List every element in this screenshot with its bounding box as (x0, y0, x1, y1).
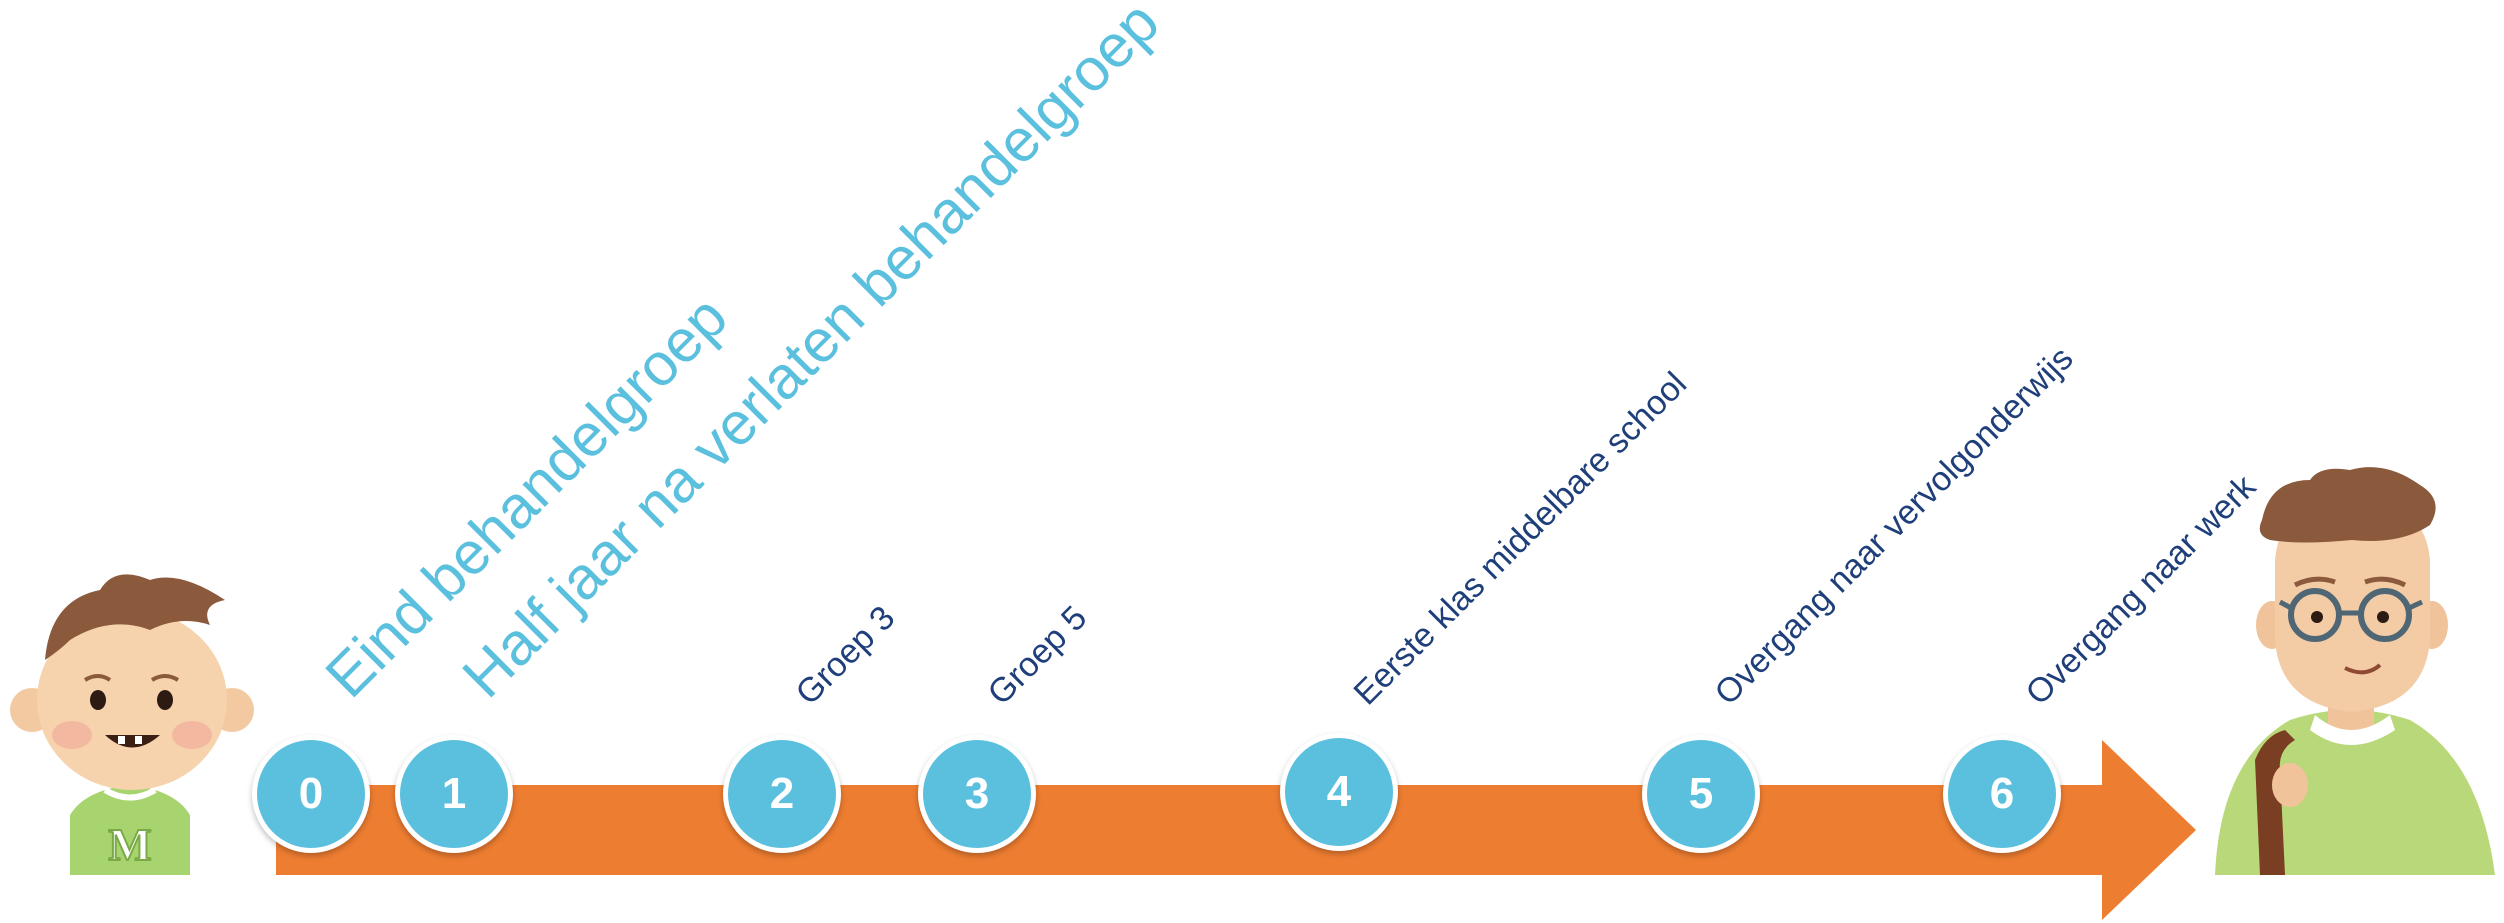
milestone-4-number: 4 (1326, 767, 1352, 816)
child-illustration: M (10, 574, 254, 875)
milestone-2-circle: 2 (723, 735, 841, 853)
milestone-3-number: 3 (964, 769, 990, 818)
shirt-letter: M (108, 819, 151, 870)
milestone-2-number: 2 (769, 769, 795, 818)
adult-illustration (2215, 467, 2495, 875)
milestone-5-circle: 5 (1642, 735, 1760, 853)
milestone-3-circle: 3 (918, 735, 1036, 853)
milestone-6-number: 6 (1989, 769, 2015, 818)
timeline-arrow (276, 740, 2196, 920)
milestone-1-circle: 1 (395, 735, 513, 853)
milestone-0-circle: 0 (252, 735, 370, 853)
milestone-1-number: 1 (441, 769, 467, 818)
milestone-0-number: 0 (298, 769, 324, 818)
milestone-4-circle: 4 (1280, 733, 1398, 851)
milestone-5-number: 5 (1688, 769, 1714, 818)
milestone-6-circle: 6 (1943, 735, 2061, 853)
